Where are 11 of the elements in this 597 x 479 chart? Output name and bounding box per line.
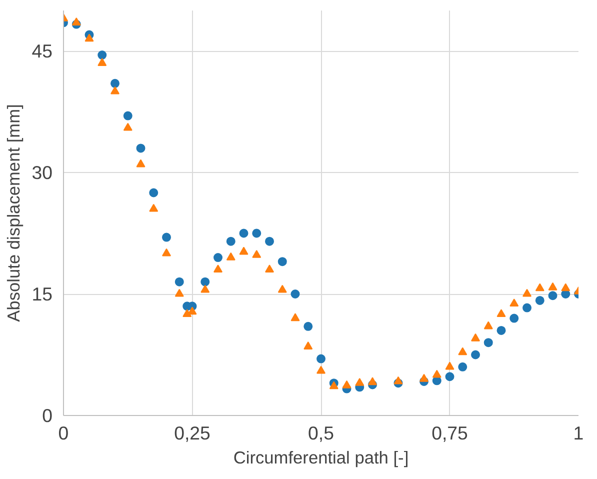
y-tick-label: 45 [32,40,53,62]
x-tick-label: 1 [573,422,584,444]
x-axis-title: Circumferential path [-] [233,448,409,468]
x-tick-label: 0 [58,422,69,444]
y-tick-label: 0 [42,405,53,426]
x-tick-label: 0,25 [174,422,210,444]
y-tick-label: 15 [32,284,53,304]
y-axis-title: Absolute displacement [mm] [4,104,24,322]
x-tick-label: 0,5 [308,422,334,444]
y-tick-label: 30 [32,162,53,183]
x-tick-label: 0,75 [432,422,468,444]
